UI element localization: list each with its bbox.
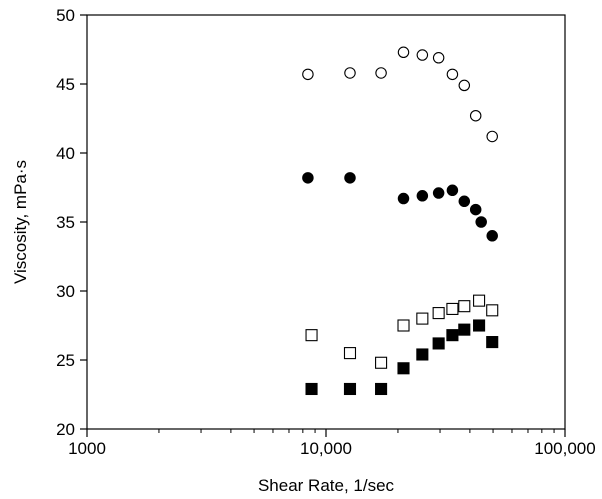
data-point-filled-circle <box>344 172 356 184</box>
data-markers <box>302 46 499 396</box>
data-point-filled-circle <box>475 216 487 228</box>
plot-frame <box>86 14 566 430</box>
data-point-filled-square <box>305 382 318 396</box>
x-tick-label: 100,000 <box>534 439 595 458</box>
data-point-open-square <box>305 329 318 342</box>
data-point-filled-circle <box>446 184 459 197</box>
x-tick-label: 10,000 <box>300 439 352 458</box>
data-point-open-circle <box>416 49 429 61</box>
axis-ticks <box>80 14 566 437</box>
data-point-filled-circle <box>486 230 498 242</box>
data-point-filled-square <box>458 323 471 336</box>
x-axis-title: Shear Rate, 1/sec <box>258 476 395 495</box>
data-point-filled-circle <box>397 192 410 205</box>
data-point-open-square <box>397 319 410 332</box>
data-point-filled-square <box>343 382 357 396</box>
data-point-open-circle <box>344 67 356 79</box>
data-point-filled-square <box>486 336 499 349</box>
y-axis-title: Viscosity, mPa·s <box>11 160 30 284</box>
data-point-open-square <box>343 347 357 360</box>
data-point-open-square <box>432 307 445 320</box>
y-tick-label: 35 <box>56 213 75 232</box>
data-point-open-circle <box>446 68 459 81</box>
data-point-open-circle <box>397 46 410 59</box>
data-point-open-circle <box>458 79 471 92</box>
data-point-filled-circle <box>432 187 445 199</box>
data-point-open-square <box>446 302 459 315</box>
data-point-filled-square <box>375 382 388 396</box>
axis-tick-labels: 20 25 30 35 40 45 50 1000 10,000 100,000 <box>56 6 596 458</box>
data-point-filled-circle <box>458 195 471 208</box>
data-point-filled-circle <box>416 190 429 202</box>
data-point-filled-square <box>446 329 459 342</box>
y-tick-label: 45 <box>56 75 75 94</box>
data-point-open-square <box>375 356 388 369</box>
data-point-open-square <box>473 294 486 307</box>
data-point-open-circle <box>469 109 482 122</box>
y-tick-label: 20 <box>56 420 75 439</box>
data-point-filled-square <box>397 362 410 375</box>
y-tick-label: 30 <box>56 282 75 301</box>
y-tick-label: 40 <box>56 144 75 163</box>
y-tick-label: 50 <box>56 6 75 25</box>
data-point-open-square <box>416 312 429 325</box>
data-point-filled-circle <box>302 172 314 184</box>
data-point-open-circle <box>375 67 387 79</box>
data-point-open-circle <box>486 130 498 143</box>
data-point-open-square <box>458 300 471 313</box>
data-point-open-square <box>486 304 499 317</box>
y-tick-label: 25 <box>56 351 75 370</box>
data-point-open-circle <box>432 52 445 64</box>
data-point-filled-square <box>416 348 429 361</box>
data-point-filled-circle <box>469 203 482 216</box>
data-point-filled-square <box>473 319 486 332</box>
data-point-filled-square <box>432 337 445 350</box>
x-tick-label: 1000 <box>68 439 106 458</box>
data-point-open-circle <box>302 68 314 81</box>
